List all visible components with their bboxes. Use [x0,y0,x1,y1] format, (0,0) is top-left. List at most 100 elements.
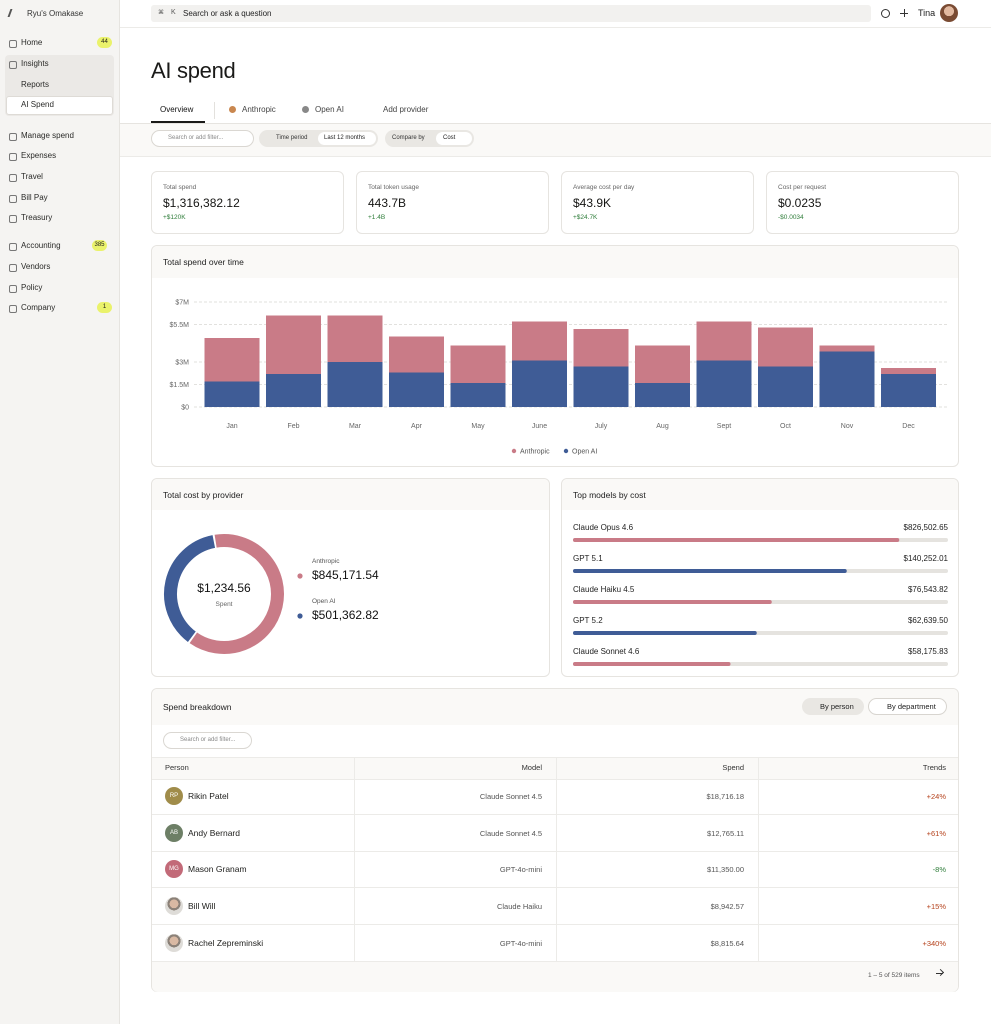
user-avatar[interactable] [940,4,958,22]
bar-segment [204,338,260,382]
tab[interactable]: Anthropic [242,105,276,114]
filter-search[interactable] [163,732,252,749]
kpi-card: Total spend $1,316,382.12 +$120K [151,171,344,234]
column-header[interactable]: Trends [922,763,946,772]
nav-badge: 385 [92,240,107,251]
progress-bar [573,662,731,666]
nav-item[interactable]: Policy [21,283,43,292]
bar-segment [204,381,260,407]
nav-item[interactable]: Vendors [21,262,51,271]
nav-item[interactable]: Treasury [21,213,53,222]
bar-segment [266,374,321,407]
y-tick-label: $5.5M [170,322,190,329]
x-tick-label: June [532,423,547,430]
kpi-label: Total token usage [368,184,419,191]
nav-item[interactable]: Expenses [21,151,57,160]
spend-value: $18,716.18 [706,792,744,801]
table-title: Spend breakdown [163,702,232,712]
kpi-label: Total spend [163,184,197,191]
row-divider [152,814,958,815]
kpi-value: 443.7B [368,196,407,210]
x-tick-label: Jan [226,423,237,430]
kpi-card: Cost per request $0.0235 -$0.0034 [766,171,959,234]
bar-segment [819,345,875,352]
nav-item[interactable]: Home [21,38,43,47]
bar-segment [635,383,690,407]
chart-header-bg [562,479,958,510]
nav-item[interactable]: AI Spend [21,100,54,109]
nav-item[interactable]: Company [21,303,56,312]
model-amount: $58,175.83 [908,647,949,656]
bar-chart: $0 $1.5M $3M $5.5M $7M Jan Feb Mar Apr May June Jul… [170,300,947,456]
tabs-underline [120,123,991,124]
pager-footer-bg [152,961,958,992]
column-header[interactable]: Model [521,763,542,772]
legend-swatch [297,573,303,579]
avatar-photo [165,933,183,952]
user-name[interactable]: Tina [918,8,936,18]
nav-badge: 44 [97,37,112,48]
model-amount: $140,252.01 [904,554,949,563]
bar-segment [450,383,506,407]
row-divider [152,887,958,889]
x-tick-label: July [595,423,608,430]
chart-header-bg [152,246,958,278]
x-tick-label: Feb [287,423,299,430]
nav-item[interactable]: Manage spend [21,131,74,140]
nav-item[interactable]: Insights [21,59,49,68]
avatar-photo [165,897,183,916]
nav-item[interactable]: Accounting [21,241,61,250]
nav-selected [6,96,113,115]
time-value: Last 12 months [324,135,366,141]
bar-segment [696,360,752,407]
tab[interactable]: Open AI [315,105,344,114]
bar-segment [758,366,813,407]
avatar: AB [165,823,183,842]
tab-sep [214,102,215,119]
chart-title: Total cost by provider [163,490,244,500]
chart-card: Total spend over time $0 $1.5M $3M $5.5M $7M J… [151,245,959,467]
tab[interactable]: Overview [160,105,194,114]
shortcut-key: ⌘ [158,10,164,16]
progress-bar [573,600,772,604]
nav-icon [9,40,17,48]
legend-label: Open AI [312,598,336,605]
legend-swatch [563,448,569,454]
pager-next[interactable] [936,973,943,975]
model-amount: $76,543.82 [908,585,949,594]
kpi-card: Average cost per day $43.9K +$24.7K [561,171,754,234]
tab-active [151,121,205,123]
bar-segment [450,345,506,383]
kpi-delta: -$0.0034 [778,214,804,221]
tab-icon [302,106,309,113]
filter-search[interactable] [151,130,254,147]
column-header[interactable]: Spend [722,763,744,772]
toggle-button[interactable] [868,698,947,715]
legend-swatch [297,613,303,619]
tab[interactable]: Add provider [383,105,429,114]
x-tick-label: Aug [656,423,669,430]
nav-item[interactable]: Bill Pay [21,193,48,202]
nav-item[interactable]: Reports [21,80,50,89]
kpi-label: Cost per request [778,184,827,191]
toggle-button[interactable] [802,698,864,715]
spend-value: $12,765.11 [707,828,744,838]
trend-value: +24% [926,792,946,801]
org-name[interactable]: Ryu's Omakase [27,9,84,18]
search-bar[interactable]: ⌘ K Search or ask a question [151,5,871,22]
page-title: AI spend [151,58,236,83]
filter-search-text: Search or add filter... [168,135,224,141]
model-name: Claude Opus 4.6 [573,523,634,532]
progress-chart: Claude Opus 4.6 $826,502.65 GPT 5.1 $140,25… [573,523,949,666]
y-tick-label: $0 [181,405,189,412]
help-icon[interactable] [881,9,890,18]
bar-segment [819,351,875,407]
model-name: GPT-4o-mini [499,938,542,948]
x-tick-label: Mar [349,423,362,430]
topbar-divider [120,27,991,28]
model-amount: $62,639.50 [908,616,949,625]
shortcut-key: K [171,9,176,16]
kpi-delta: +1.4B [368,214,386,221]
nav-item[interactable]: Travel [21,172,43,181]
column-header[interactable]: Person [165,763,189,772]
